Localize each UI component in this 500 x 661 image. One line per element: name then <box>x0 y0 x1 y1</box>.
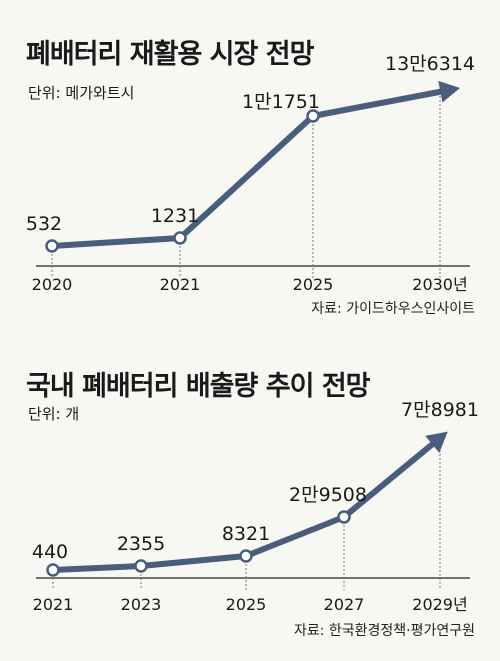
chart-title: 국내 폐배터리 배출량 추이 전망 <box>26 371 371 402</box>
value-label: 532 <box>26 213 62 235</box>
data-point <box>337 510 351 524</box>
x-tick-label: 2020 <box>32 275 73 294</box>
data-point <box>134 559 148 573</box>
data-point <box>239 549 253 563</box>
x-tick-label: 2023 <box>121 595 162 614</box>
data-point <box>45 239 59 253</box>
series-line <box>49 88 444 249</box>
chart-panel-market: 폐배터리 재활용 시장 전망 단위: 메가와트시 532 1231 1만1751 13… <box>0 0 500 330</box>
data-point <box>306 109 320 123</box>
data-point <box>46 563 60 577</box>
x-tick-label: 2025 <box>226 595 267 614</box>
arrow-head <box>438 80 460 103</box>
x-tick-label: 2029년 <box>412 595 467 614</box>
chart-title: 폐배터리 재활용 시장 전망 <box>26 39 314 70</box>
data-point <box>173 231 187 245</box>
chart-source: 자료: 가이드하우스인사이트 <box>311 301 475 317</box>
value-label: 2만9508 <box>289 484 367 506</box>
value-label: 1만1751 <box>242 91 320 113</box>
chart-panel-discharge: 국내 폐배터리 배출량 추이 전망 단위: 개 440 2355 8321 2만950… <box>0 330 500 661</box>
value-label: 8321 <box>222 523 270 545</box>
x-tick-label: 2021 <box>160 275 201 294</box>
line-chart-market: 532 1231 1만1751 13만6314 2020 2021 2025 2030년 <box>26 53 475 294</box>
value-label: 2355 <box>117 533 165 555</box>
chart-unit: 단위: 메가와트시 <box>28 84 135 102</box>
value-label: 13만6314 <box>385 53 475 75</box>
x-tick-label: 2021 <box>33 595 74 614</box>
x-tick-label: 2027 <box>324 595 365 614</box>
arrow-head <box>425 431 448 453</box>
value-label: 7만8981 <box>401 399 479 421</box>
chart-source: 자료: 한국환경정책·평가연구원 <box>293 623 475 639</box>
value-label: 1231 <box>151 205 199 227</box>
x-tick-label: 2025 <box>293 275 334 294</box>
value-label: 440 <box>32 541 68 563</box>
chart-unit: 단위: 개 <box>28 405 80 423</box>
line-chart-discharge: 440 2355 8321 2만9508 7만8981 2021 2023 2025 2027 2… <box>32 399 479 614</box>
x-tick-label: 2030년 <box>412 275 467 294</box>
